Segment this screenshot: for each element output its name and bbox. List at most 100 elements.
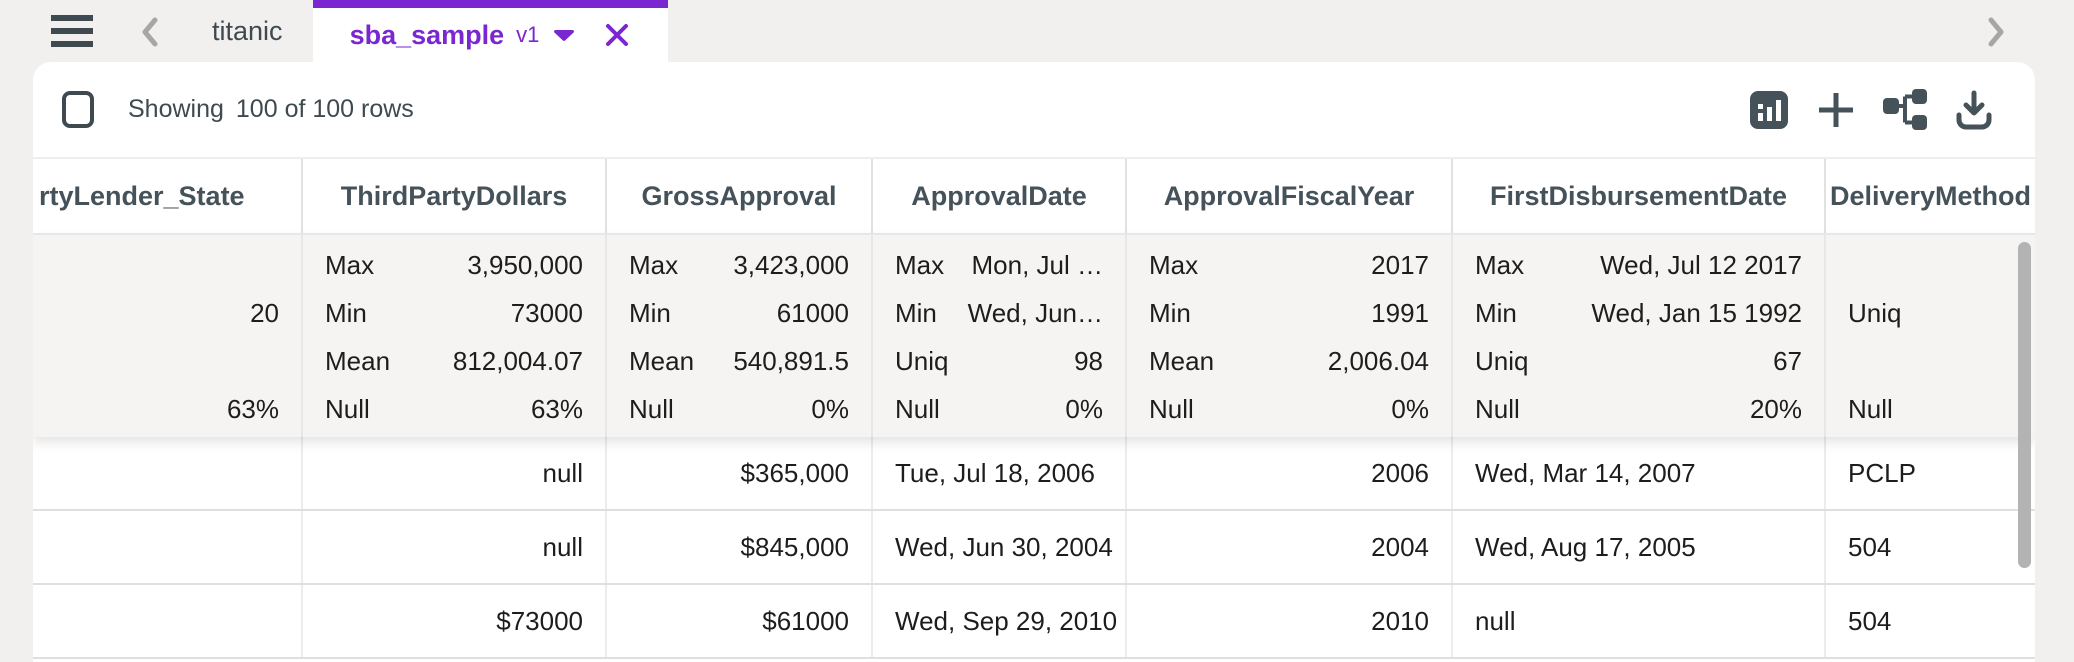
stat-value <box>33 241 301 289</box>
add-icon[interactable] <box>1815 89 1857 131</box>
stats-cell-approvalfiscalyear: Max 2017 Min 1991 Mean 2,006.04 Null 0% <box>1127 235 1453 437</box>
column-header-grossapproval[interactable]: GrossApproval <box>607 159 873 233</box>
cell-thirdpartydollars[interactable]: null <box>303 511 607 583</box>
stat-label: Max <box>1475 249 1525 280</box>
stat-value: 61000 <box>776 297 849 328</box>
cell-firstdisbursementdate[interactable]: null <box>1453 585 1826 657</box>
showing-value: 100 of 100 rows <box>235 95 414 123</box>
close-tab-icon[interactable] <box>603 21 631 49</box>
stat-label: Null <box>895 393 940 424</box>
select-all-checkbox[interactable] <box>62 91 94 128</box>
stat-label: Min <box>325 297 367 328</box>
stat-label: Uniq <box>1475 345 1529 376</box>
tab-sba-sample[interactable]: sba_sample v1 <box>313 0 668 62</box>
chevron-right-icon[interactable] <box>1982 13 2010 56</box>
column-header-label: rtyLender_State <box>39 180 245 211</box>
cell-approvaldate[interactable]: Wed, Sep 29, 2010 <box>873 585 1127 657</box>
column-header-firstdisbursementdate[interactable]: FirstDisbursementDate <box>1453 159 1826 233</box>
column-header-thirdpartydollars[interactable]: ThirdPartyDollars <box>303 159 607 233</box>
stat-null: Null <box>1826 385 2035 433</box>
stat-value <box>1826 337 2035 385</box>
stats-cell-rtylender-state: 20 63% <box>33 235 303 437</box>
cell-approvaldate[interactable]: Wed, Jun 30, 2004 <box>873 511 1127 583</box>
cell-grossapproval[interactable]: $365,000 <box>607 437 873 509</box>
stat-label: Null <box>1475 393 1520 424</box>
download-icon[interactable] <box>1953 89 1995 131</box>
stat-value: 2017 <box>1371 249 1429 280</box>
stat-value: 73000 <box>510 297 583 328</box>
cell-approvalfiscalyear[interactable]: 2004 <box>1127 511 1453 583</box>
cell-firstdisbursementdate[interactable]: Wed, Mar 14, 2007 <box>1453 437 1826 509</box>
column-header-approvaldate[interactable]: ApprovalDate <box>873 159 1127 233</box>
stat-label: Uniq <box>1848 297 1902 328</box>
stat-mean: Mean 540,891.5 <box>607 337 871 385</box>
stat-value: 812,004.07 <box>452 345 583 376</box>
stats-cell-approvaldate: Max Mon, Jul … Min Wed, Jun… Uniq 98 Null 0% <box>873 235 1127 437</box>
header-row: rtyLender_State ThirdPartyDollars GrossApp… <box>33 157 2035 233</box>
menu-icon[interactable] <box>50 14 94 53</box>
stat-min: Min 1991 <box>1127 289 1451 337</box>
stat-label: Null <box>1848 393 1893 424</box>
column-header-label: ApprovalFiscalYear <box>1163 180 1415 211</box>
stat-value: 3,423,000 <box>733 249 849 280</box>
chevron-left-icon[interactable] <box>136 13 164 56</box>
column-header-deliverymethod[interactable]: DeliveryMethod <box>1826 159 2035 233</box>
stat-value: 63% <box>33 385 301 433</box>
stat-max: Max 3,423,000 <box>607 241 871 289</box>
cell-thirdpartydollars[interactable]: $73000 <box>303 585 607 657</box>
column-header-approvalfiscalyear[interactable]: ApprovalFiscalYear <box>1127 159 1453 233</box>
stat-label: Uniq <box>895 345 949 376</box>
cell-deliverymethod[interactable]: PCLP <box>1848 457 1916 488</box>
version-caret-down-icon[interactable] <box>553 28 575 42</box>
table-row: null $365,000 Tue, Jul 18, 2006 2006 Wed, Ma… <box>33 437 2035 511</box>
stat-value: 0% <box>811 393 849 424</box>
stat-max: Max 2017 <box>1127 241 1451 289</box>
stats-cell-firstdisbursementdate: Max Wed, Jul 12 2017 Min Wed, Jan 15 1992 Un… <box>1453 235 1826 437</box>
stat-value: 98 <box>1074 345 1103 376</box>
stat-label: Min <box>1475 297 1517 328</box>
cell-thirdpartydollars[interactable]: null <box>303 437 607 509</box>
stats-cell-thirdpartydollars: Max 3,950,000 Min 73000 Mean 812,004.07 Null 63… <box>303 235 607 437</box>
stats-cell-deliverymethod: Uniq Null <box>1826 235 2035 437</box>
stat-max: Max 3,950,000 <box>303 241 605 289</box>
stat-uniq: Uniq 98 <box>873 337 1125 385</box>
cell-grossapproval[interactable]: $845,000 <box>607 511 873 583</box>
stat-value: 63% <box>530 393 583 424</box>
cell-deliverymethod[interactable]: 504 <box>1848 531 1892 562</box>
cell-rtylender-state[interactable] <box>33 585 303 657</box>
cell-approvalfiscalyear[interactable]: 2006 <box>1127 437 1453 509</box>
stat-label: Max <box>629 249 679 280</box>
table-toolbar: Showing 100 of 100 rows <box>33 62 2035 157</box>
stat-label: Mean <box>629 345 695 376</box>
column-header-label: DeliveryMethod <box>1829 180 2032 211</box>
schema-icon[interactable] <box>1883 88 1927 131</box>
column-header-label: ThirdPartyDollars <box>340 180 568 211</box>
stat-label: Min <box>1149 297 1191 328</box>
cell-firstdisbursementdate[interactable]: Wed, Aug 17, 2005 <box>1453 511 1826 583</box>
stat-null: Null 0% <box>873 385 1125 433</box>
cell-approvaldate[interactable]: Tue, Jul 18, 2006 <box>873 437 1127 509</box>
cell-deliverymethod[interactable]: 504 <box>1848 605 1892 636</box>
chart-view-icon[interactable] <box>1749 90 1789 130</box>
stat-value: 3,950,000 <box>467 249 583 280</box>
cell-rtylender-state[interactable] <box>33 437 303 509</box>
vertical-scrollbar-thumb[interactable] <box>2018 242 2031 568</box>
cell-approvalfiscalyear[interactable]: 2010 <box>1127 585 1453 657</box>
stat-value: 0% <box>1391 393 1429 424</box>
stat-value: 20 <box>250 297 279 328</box>
stat-label: Mean <box>325 345 391 376</box>
column-header-rtylender-state[interactable]: rtyLender_State <box>33 159 303 233</box>
cell-rtylender-state[interactable] <box>33 511 303 583</box>
stat-null: Null 0% <box>607 385 871 433</box>
stat-max: Max Wed, Jul 12 2017 <box>1453 241 1824 289</box>
showing-label: Showing <box>128 95 224 123</box>
data-table-panel: Showing 100 of 100 rows <box>33 62 2035 662</box>
tab-sba-sample-label: sba_sample <box>349 19 505 50</box>
stat-value <box>1826 241 2035 289</box>
tab-titanic[interactable]: titanic <box>190 0 305 62</box>
stat-label: Max <box>1149 249 1199 280</box>
cell-grossapproval[interactable]: $61000 <box>607 585 873 657</box>
stat-value: 540,891.5 <box>733 345 849 376</box>
column-header-label: ApprovalDate <box>911 180 1087 211</box>
data-grid: rtyLender_State ThirdPartyDollars GrossApp… <box>33 157 2035 659</box>
